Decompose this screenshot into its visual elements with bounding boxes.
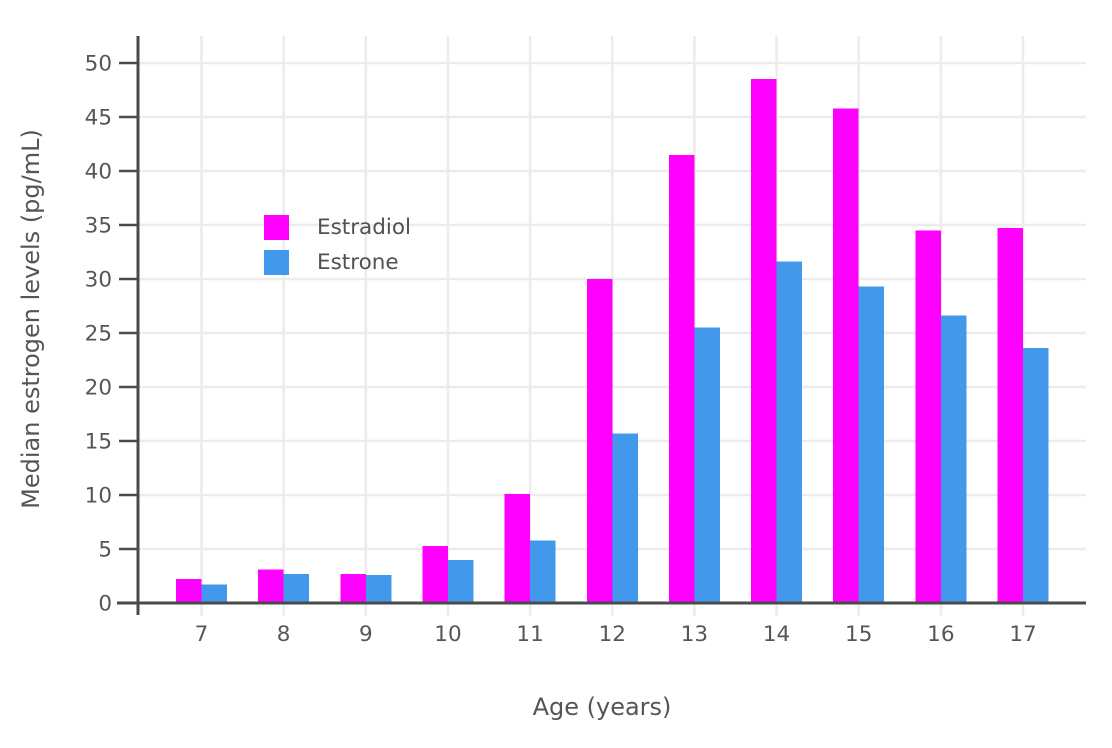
- y-tick-label: 20: [85, 376, 112, 401]
- x-axis-title: Age (years): [532, 693, 672, 721]
- bar-estradiol-15[interactable]: [833, 108, 859, 604]
- y-tick-label: 5: [98, 538, 112, 563]
- y-tick-label: 40: [85, 160, 112, 185]
- y-axis-title: Median estrogen levels (pg/mL): [17, 129, 45, 509]
- estradiol-legend-swatch: [264, 215, 289, 240]
- estradiol-legend-label: Estradiol: [317, 215, 411, 240]
- bar-estrone-10[interactable]: [447, 559, 474, 603]
- bar-estradiol-7[interactable]: [176, 579, 202, 603]
- bar-estradiol-12[interactable]: [586, 279, 613, 603]
- bar-estrone-15[interactable]: [858, 286, 885, 603]
- x-tick-label: 15: [845, 622, 872, 647]
- bar-estradiol-13[interactable]: [668, 154, 695, 604]
- x-tick-label: 9: [359, 622, 373, 647]
- legend: Estradiol Estrone: [264, 215, 411, 275]
- bar-estrone-12[interactable]: [612, 433, 638, 603]
- bar-estradiol-10[interactable]: [422, 545, 448, 603]
- y-tick-label: 25: [85, 322, 112, 347]
- bar-estrone-17[interactable]: [1023, 348, 1049, 603]
- x-tick-label: 10: [434, 622, 461, 647]
- x-tick-label: 11: [516, 622, 543, 647]
- estrone-legend-label: Estrone: [317, 250, 399, 275]
- x-tick-label: 12: [599, 622, 626, 647]
- bar-estrone-16[interactable]: [940, 315, 967, 603]
- bar-estradiol-16[interactable]: [915, 230, 941, 603]
- bar-estradiol-9[interactable]: [340, 573, 366, 603]
- bar-estrone-11[interactable]: [530, 540, 556, 603]
- legend-item-estradiol[interactable]: Estradiol: [264, 215, 411, 240]
- y-tick-label: 0: [98, 592, 112, 617]
- y-tick-label: 50: [85, 52, 112, 77]
- bar-estradiol-8[interactable]: [258, 569, 284, 603]
- bar-estradiol-14[interactable]: [751, 79, 777, 603]
- y-tick-label: 10: [85, 484, 112, 509]
- y-tick-label: 45: [85, 106, 112, 131]
- x-tick-label: 7: [195, 622, 209, 647]
- x-tick-label: 17: [1009, 622, 1036, 647]
- y-tick-label: 30: [85, 268, 112, 293]
- bar-estrone-9[interactable]: [365, 574, 392, 603]
- y-tick-label: 15: [85, 430, 112, 455]
- y-tick-label: 35: [85, 214, 112, 239]
- x-tick-label: 8: [277, 622, 291, 647]
- bar-estrone-7[interactable]: [201, 584, 228, 603]
- estrone-legend-swatch: [264, 250, 289, 275]
- legend-item-estrone[interactable]: Estrone: [264, 250, 411, 275]
- bar-estrone-8[interactable]: [283, 573, 310, 603]
- bar-estradiol-11[interactable]: [504, 493, 531, 603]
- x-tick-label: 16: [927, 622, 954, 647]
- bar-estradiol-17[interactable]: [997, 228, 1024, 604]
- x-tick-label: 14: [763, 622, 790, 647]
- bar-estrone-13[interactable]: [694, 327, 720, 603]
- bar-estrone-14[interactable]: [776, 261, 803, 603]
- x-tick-label: 13: [681, 622, 708, 647]
